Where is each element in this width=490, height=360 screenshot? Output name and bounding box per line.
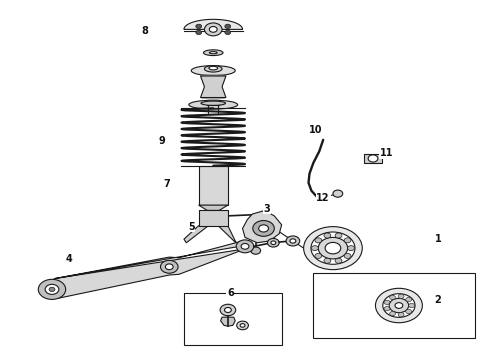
Ellipse shape: [189, 100, 238, 109]
Text: 12: 12: [317, 193, 330, 203]
Polygon shape: [184, 226, 208, 243]
Polygon shape: [220, 317, 235, 326]
Circle shape: [268, 238, 279, 247]
Circle shape: [209, 27, 217, 32]
Circle shape: [225, 24, 231, 28]
Ellipse shape: [203, 82, 223, 85]
Circle shape: [384, 307, 390, 311]
Text: 4: 4: [66, 254, 73, 264]
Circle shape: [220, 304, 236, 316]
Circle shape: [315, 238, 322, 243]
Circle shape: [253, 221, 274, 236]
Circle shape: [335, 233, 342, 238]
Circle shape: [344, 253, 351, 258]
Text: 5: 5: [188, 222, 195, 231]
Ellipse shape: [204, 86, 222, 89]
Ellipse shape: [201, 101, 225, 105]
Circle shape: [406, 297, 412, 302]
Polygon shape: [243, 211, 282, 243]
Circle shape: [368, 155, 378, 162]
Circle shape: [38, 279, 66, 300]
Circle shape: [290, 239, 296, 243]
Polygon shape: [47, 241, 250, 298]
Text: 9: 9: [159, 136, 165, 145]
Circle shape: [311, 232, 355, 264]
Ellipse shape: [204, 66, 222, 72]
Circle shape: [398, 312, 404, 317]
Ellipse shape: [203, 89, 223, 92]
Circle shape: [409, 303, 415, 308]
Bar: [184, 293, 282, 345]
Circle shape: [271, 241, 276, 244]
Text: 10: 10: [309, 125, 322, 135]
Ellipse shape: [191, 66, 235, 76]
Ellipse shape: [202, 79, 224, 82]
Text: 2: 2: [435, 295, 441, 305]
Bar: [364, 154, 382, 163]
Circle shape: [384, 300, 390, 305]
Circle shape: [160, 260, 178, 273]
Circle shape: [251, 247, 261, 254]
Circle shape: [325, 242, 341, 254]
Bar: [314, 273, 475, 338]
Circle shape: [390, 311, 395, 316]
Circle shape: [390, 295, 395, 300]
Ellipse shape: [209, 51, 217, 54]
Circle shape: [347, 246, 354, 251]
Bar: [198, 166, 228, 205]
Text: 1: 1: [435, 234, 441, 244]
Circle shape: [406, 309, 412, 314]
Circle shape: [236, 240, 254, 253]
Text: 8: 8: [142, 26, 148, 36]
Polygon shape: [200, 76, 226, 98]
Circle shape: [196, 24, 202, 28]
Circle shape: [204, 23, 222, 36]
Circle shape: [225, 30, 231, 35]
Circle shape: [165, 264, 173, 270]
Circle shape: [335, 258, 342, 263]
Ellipse shape: [200, 96, 226, 99]
Circle shape: [398, 294, 404, 298]
Circle shape: [383, 294, 415, 318]
Text: 3: 3: [264, 204, 270, 214]
Circle shape: [375, 288, 422, 323]
Circle shape: [237, 321, 248, 330]
Circle shape: [45, 284, 59, 294]
Circle shape: [318, 237, 347, 259]
Circle shape: [312, 246, 318, 251]
Circle shape: [315, 253, 322, 258]
Circle shape: [333, 190, 343, 197]
Ellipse shape: [200, 75, 226, 77]
Ellipse shape: [201, 94, 225, 96]
Polygon shape: [218, 226, 238, 244]
Circle shape: [395, 303, 403, 309]
Circle shape: [240, 324, 245, 327]
Ellipse shape: [202, 91, 224, 94]
Ellipse shape: [201, 77, 225, 80]
Circle shape: [196, 30, 202, 35]
Text: 11: 11: [380, 148, 393, 158]
Circle shape: [259, 225, 269, 232]
Bar: [198, 210, 228, 226]
Text: 6: 6: [227, 288, 234, 298]
Ellipse shape: [203, 50, 223, 55]
Circle shape: [286, 236, 300, 246]
Circle shape: [344, 238, 351, 243]
Polygon shape: [198, 205, 228, 211]
Circle shape: [304, 226, 362, 270]
Ellipse shape: [209, 66, 218, 70]
Circle shape: [224, 307, 231, 312]
Circle shape: [324, 258, 331, 263]
Circle shape: [241, 243, 249, 249]
Circle shape: [324, 233, 331, 238]
Circle shape: [389, 298, 409, 313]
Circle shape: [49, 287, 55, 292]
Ellipse shape: [204, 84, 222, 87]
Polygon shape: [184, 19, 243, 30]
Text: 7: 7: [164, 179, 170, 189]
